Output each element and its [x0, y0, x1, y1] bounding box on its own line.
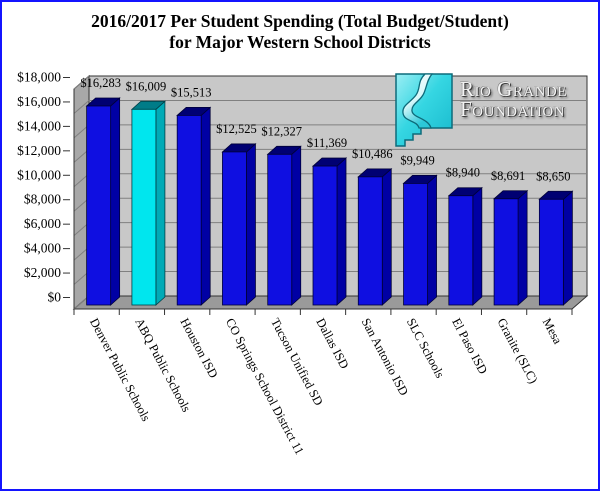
data-label: $12,327	[261, 124, 302, 138]
data-label: $8,691	[491, 169, 525, 183]
bar-side-san-antonio-isd	[381, 167, 392, 306]
y-axis-label: $12,000	[17, 143, 61, 158]
y-axis-label: $8,000	[24, 192, 61, 207]
logo-text-line1: Rio Grande	[460, 77, 567, 101]
y-axis-label: $18,000	[17, 70, 61, 85]
data-label: $15,513	[171, 85, 212, 99]
bar-houston-isd	[176, 114, 202, 306]
bar-side-el-paso-isd	[472, 186, 483, 306]
x-axis-label: SLC Schools	[404, 316, 447, 381]
y-axis-label: $14,000	[17, 118, 61, 133]
y-axis-label: $4,000	[24, 241, 61, 256]
chart-title-line1: 2016/2017 Per Student Spending (Total Bu…	[91, 11, 509, 31]
bar-side-houston-isd	[200, 106, 211, 306]
data-label: $8,650	[536, 169, 570, 183]
data-label: $16,009	[126, 79, 167, 93]
bar-side-co-springs-school-district-11	[246, 143, 256, 306]
x-axis-label: Houston ISD	[178, 316, 221, 381]
x-axis-label: Granite (SLC)	[494, 316, 540, 386]
side-wall-gridline	[73, 75, 90, 90]
bar-granite-slc	[493, 198, 519, 306]
side-wall-gridline	[73, 100, 90, 114]
bar-side-dallas-isd	[336, 157, 347, 306]
data-label: $11,369	[307, 136, 347, 150]
bar-side-mesa	[562, 190, 573, 306]
bar-co-springs-school-district-11	[222, 151, 247, 306]
data-label: $9,949	[400, 153, 434, 167]
x-axis-label: Mesa	[540, 316, 565, 347]
bar-side-abq-public-schools	[155, 100, 166, 306]
river-logo-icon	[395, 73, 453, 147]
bar-el-paso-isd	[448, 195, 474, 306]
logo-text: Rio Grande Foundation	[460, 73, 567, 119]
chart-title: 2016/2017 Per Student Spending (Total Bu…	[2, 11, 598, 53]
bar-abq-public-schools	[131, 108, 157, 306]
y-axis-label: $16,000	[17, 94, 61, 109]
data-label: $8,940	[446, 166, 480, 180]
x-axis-label: San Antonio ISD	[359, 316, 411, 398]
y-axis-label: $2,000	[24, 265, 61, 280]
bar-denver-public-schools	[86, 105, 112, 306]
bar-tucson-unified-sd	[267, 153, 293, 306]
x-axis-label: Dallas ISD	[313, 316, 351, 371]
bar-side-slc-schools	[427, 174, 437, 306]
chart-title-line2: for Major Western School Districts	[169, 32, 431, 52]
x-axis-label: El Paso ISD	[449, 316, 490, 377]
bar-side-denver-public-schools	[110, 97, 121, 306]
logo-river	[402, 73, 434, 129]
y-axis-label: $10,000	[17, 167, 61, 182]
data-label: $12,525	[216, 122, 257, 136]
rio-grande-foundation-logo: Rio Grande Foundation	[393, 73, 567, 147]
data-label: $10,486	[352, 147, 393, 161]
logo-square	[395, 73, 453, 147]
bar-dallas-isd	[312, 165, 338, 306]
data-label: $16,283	[80, 76, 121, 90]
bar-slc-schools	[403, 183, 428, 306]
bar-mesa	[538, 198, 564, 306]
y-axis-label: $0	[48, 290, 62, 305]
y-axis-label: $6,000	[24, 216, 61, 231]
bar-san-antonio-isd	[357, 176, 383, 306]
x-axis-label: CO Springs School District 11	[223, 316, 307, 457]
bar-side-granite-slc	[517, 189, 528, 306]
logo-text-line2: Foundation	[460, 96, 566, 121]
bar-side-tucson-unified-sd	[291, 145, 302, 306]
